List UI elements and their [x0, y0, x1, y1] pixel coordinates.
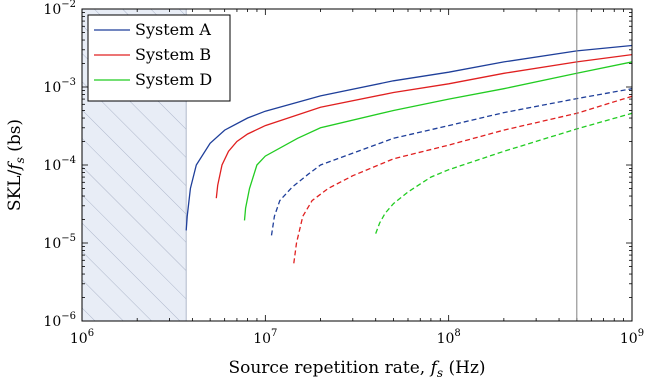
y-axis-label-unit: (bs) [5, 119, 25, 157]
y-axis-label-var: f [5, 161, 25, 172]
y-axis-label: SKL/fs (bs) [5, 119, 27, 211]
y-axis-label-main: SKL/ [5, 169, 25, 211]
tick-labels: 106 107 108 109 10−6 10−5 10−4 10−3 10−2 [43, 0, 644, 347]
series-line-4 [270, 88, 632, 236]
series-line-5 [293, 95, 632, 264]
plot-frame [81, 8, 633, 322]
x-axis-label-var: f [429, 358, 440, 378]
series-line-6 [375, 112, 632, 234]
x-tick-label: 108 [437, 328, 461, 347]
x-axis-label: Source repetition rate, fs (Hz) [228, 358, 485, 380]
y-tick-label: 10−5 [43, 233, 76, 252]
x-tick-label: 106 [70, 328, 94, 347]
y-tick-label: 10−4 [43, 155, 76, 174]
series-line-3 [243, 61, 632, 221]
legend: System A System B System D [87, 14, 231, 102]
x-tick-label: 109 [620, 328, 644, 347]
legend-label: System D [135, 70, 212, 89]
x-axis-label-unit: (Hz) [443, 358, 485, 378]
legend-label: System A [135, 20, 211, 39]
legend-label: System B [135, 45, 211, 64]
legend-box [87, 14, 231, 102]
y-axis-label-sub: s [13, 157, 27, 163]
y-tick-label: 10−3 [43, 77, 76, 96]
x-tick-label: 107 [253, 328, 277, 347]
y-tick-label: 10−6 [43, 311, 76, 330]
y-tick-label: 10−2 [43, 0, 76, 18]
series-line-2 [215, 53, 632, 199]
series-group [185, 44, 632, 264]
series-line-1 [185, 44, 632, 231]
x-axis-label-sub: s [437, 366, 443, 380]
x-axis-label-main: Source repetition rate, [228, 358, 430, 378]
